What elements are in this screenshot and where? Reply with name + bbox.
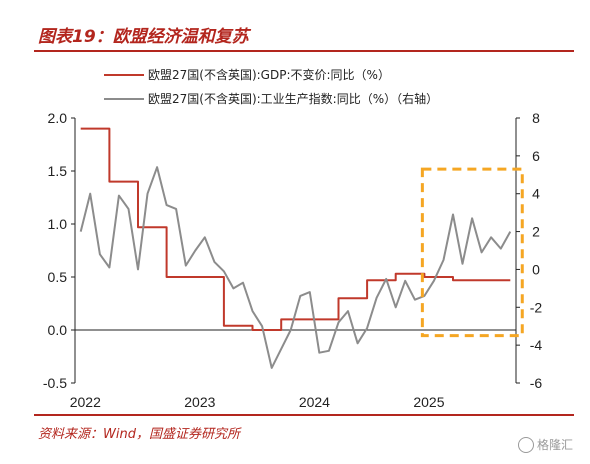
x-tick-label: 2023 bbox=[184, 394, 215, 410]
data-point-gdp bbox=[380, 279, 383, 282]
legend-swatch-gdp bbox=[104, 73, 144, 76]
data-point-gdp bbox=[151, 226, 154, 229]
data-point-industrial bbox=[327, 349, 330, 352]
watermark: 格隆汇 bbox=[518, 436, 573, 453]
x-tick-label: 2025 bbox=[413, 394, 444, 410]
data-point-industrial bbox=[127, 207, 130, 210]
data-point-industrial bbox=[175, 207, 178, 210]
data-point-industrial bbox=[299, 294, 302, 297]
data-point-gdp bbox=[466, 279, 469, 282]
series-line-gdp bbox=[80, 127, 511, 331]
data-point-industrial bbox=[471, 217, 474, 220]
data-point-industrial bbox=[499, 247, 502, 250]
y-right-tick-label: 8 bbox=[532, 110, 540, 126]
title-divider bbox=[34, 50, 574, 52]
data-point-gdp bbox=[323, 318, 326, 321]
data-point-industrial bbox=[394, 306, 397, 309]
y-right-tick-label: -6 bbox=[530, 375, 543, 391]
legend-item-industrial: 欧盟27国(不含英国):工业生产指数:同比（%）（右轴） bbox=[104, 90, 438, 107]
figure-title: 图表19：欧盟经济温和复苏 bbox=[38, 27, 249, 47]
y-left-tick-label: 0.5 bbox=[48, 269, 68, 285]
data-point-gdp bbox=[237, 324, 240, 327]
y-left-tick-label: -0.5 bbox=[43, 375, 67, 391]
data-point-gdp bbox=[351, 297, 354, 300]
data-point-industrial bbox=[194, 249, 197, 252]
data-point-industrial bbox=[98, 253, 101, 256]
y-left-tick-label: 0.0 bbox=[48, 322, 68, 338]
source-note: 资料来源：Wind，国盛证券研究所 bbox=[38, 427, 240, 442]
data-point-gdp bbox=[494, 279, 497, 282]
y-right-tick-label: 4 bbox=[532, 186, 540, 202]
legend-label-industrial: 欧盟27国(不含英国):工业生产指数:同比（%）（右轴） bbox=[148, 92, 439, 106]
data-point-industrial bbox=[117, 194, 120, 197]
data-point-industrial bbox=[385, 277, 388, 280]
data-point-industrial bbox=[79, 230, 82, 233]
y-right-tick-label: 6 bbox=[532, 148, 540, 164]
data-point-industrial bbox=[451, 213, 454, 216]
data-point-industrial bbox=[318, 351, 321, 354]
data-point-industrial bbox=[432, 279, 435, 282]
data-point-industrial bbox=[413, 298, 416, 301]
data-point-gdp bbox=[93, 127, 96, 130]
legend-item-gdp: 欧盟27国(不含英国):GDP:不变价:同比（%） bbox=[104, 66, 390, 83]
data-point-industrial bbox=[156, 166, 159, 169]
data-point-industrial bbox=[89, 192, 92, 195]
data-point-industrial bbox=[289, 328, 292, 331]
y-left-tick-label: 1.0 bbox=[48, 216, 68, 232]
data-point-industrial bbox=[366, 327, 369, 330]
y-right-tick-label: -2 bbox=[530, 299, 543, 315]
data-point-industrial bbox=[203, 236, 206, 239]
y-left-tick-label: 1.5 bbox=[48, 163, 68, 179]
data-point-industrial bbox=[270, 366, 273, 369]
y-right-tick-label: -4 bbox=[530, 337, 543, 353]
data-point-gdp bbox=[122, 180, 125, 183]
data-point-industrial bbox=[356, 342, 359, 345]
data-point-industrial bbox=[480, 251, 483, 254]
data-point-industrial bbox=[241, 281, 244, 284]
source-divider bbox=[34, 414, 574, 416]
data-point-industrial bbox=[165, 204, 168, 207]
y-right-tick-label: 2 bbox=[532, 224, 540, 240]
data-point-industrial bbox=[136, 268, 139, 271]
data-point-gdp bbox=[265, 328, 268, 331]
data-point-gdp bbox=[179, 275, 182, 278]
data-point-industrial bbox=[509, 230, 512, 233]
data-point-industrial bbox=[461, 262, 464, 265]
x-tick-label: 2022 bbox=[70, 394, 101, 410]
watermark-text: 格隆汇 bbox=[537, 438, 574, 452]
data-point-industrial bbox=[346, 310, 349, 313]
y-right-tick-label: 0 bbox=[532, 261, 540, 277]
series-line-industrial bbox=[79, 166, 512, 369]
watermark-logo-icon bbox=[518, 436, 534, 453]
data-point-industrial bbox=[337, 321, 340, 324]
data-point-industrial bbox=[261, 325, 264, 328]
data-point-industrial bbox=[490, 236, 493, 239]
data-point-industrial bbox=[184, 264, 187, 267]
data-point-industrial bbox=[232, 287, 235, 290]
data-point-industrial bbox=[108, 266, 111, 269]
legend-label-gdp: 欧盟27国(不含英国):GDP:不变价:同比（%） bbox=[148, 68, 390, 82]
data-point-gdp bbox=[208, 275, 211, 278]
data-point-industrial bbox=[280, 347, 283, 350]
y-left-tick-label: 2.0 bbox=[48, 110, 68, 126]
data-point-industrial bbox=[404, 279, 407, 282]
data-point-industrial bbox=[442, 258, 445, 261]
data-point-gdp bbox=[437, 275, 440, 278]
highlight-box bbox=[420, 167, 524, 338]
data-point-industrial bbox=[146, 192, 149, 195]
data-point-industrial bbox=[375, 296, 378, 299]
data-point-industrial bbox=[308, 291, 311, 294]
legend-swatch-industrial bbox=[104, 97, 144, 100]
data-point-industrial bbox=[213, 260, 216, 263]
x-tick-label: 2024 bbox=[299, 394, 330, 410]
data-point-gdp bbox=[408, 272, 411, 275]
data-point-industrial bbox=[251, 310, 254, 313]
data-point-industrial bbox=[222, 270, 225, 273]
